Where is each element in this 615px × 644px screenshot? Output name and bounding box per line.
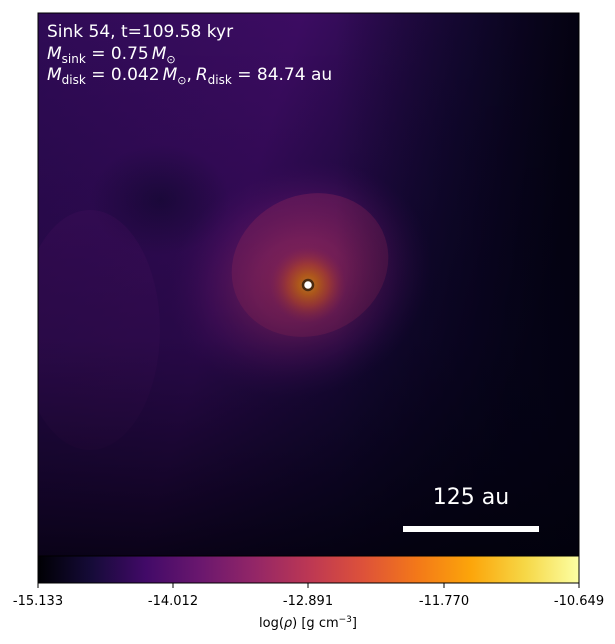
- colorbar-tick-label: -14.012: [148, 594, 198, 609]
- disk-properties: Mdisk = 0.042 M⊙, Rdisk = 84.74 au: [47, 65, 332, 87]
- sink-marker: [301, 278, 315, 292]
- colorbar: [37, 555, 580, 584]
- colorbar-tick-label: -11.770: [419, 594, 469, 609]
- colorbar-tick-label: -15.133: [13, 594, 63, 609]
- colorbar-tick-label: -12.891: [283, 594, 333, 609]
- density-image: [38, 13, 579, 556]
- colorbar-ticks: [37, 583, 580, 588]
- scale-bar-label: 125 au: [433, 485, 509, 510]
- sink-mass: Msink = 0.75 M⊙: [47, 44, 176, 66]
- colorbar-tick-label: -10.649: [554, 594, 604, 609]
- scale-bar: [403, 526, 539, 532]
- sink-title: Sink 54, t=109.58 kyr: [47, 22, 233, 42]
- colorbar-label: log(ρ) [g cm−3]: [259, 615, 357, 631]
